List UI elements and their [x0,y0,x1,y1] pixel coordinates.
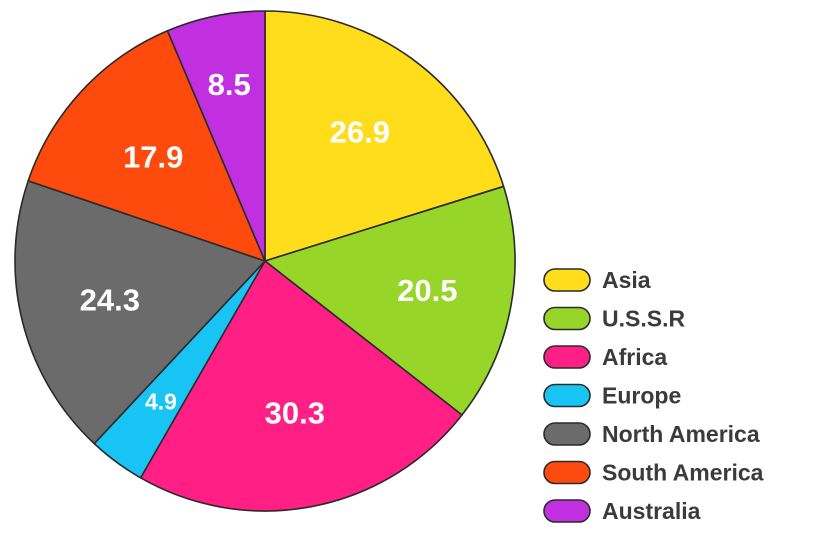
legend-label: Asia [602,267,651,293]
legend-item-europe: Europe [543,383,681,409]
legend-item-south-america: South America [543,460,764,486]
legend-swatch [543,499,591,523]
legend-swatch [543,306,591,331]
value-label-north-america: 24.3 [80,283,140,318]
pie-slice-australia [166,10,266,262]
legend-swatch [543,383,591,408]
pie-slice-north-america [14,180,266,445]
legend-swatch [543,460,591,485]
pie-slices [14,10,516,512]
legend-swatch [543,422,591,446]
legend-item-australia: Australia [543,498,701,524]
legend-label: Europe [602,383,681,409]
legend-label: Australia [602,498,701,524]
value-label-europe: 4.9 [145,389,177,415]
value-label-africa: 30.3 [265,396,325,431]
legend-label: U.S.S.R [602,306,685,332]
legend-label: South America [602,460,764,486]
value-label-asia: 26.9 [330,115,390,150]
pie-slice-asia [264,10,505,262]
pie-slice-south-america [27,29,266,262]
legend-label: North America [602,421,760,447]
legend-item-africa: Africa [543,344,667,370]
legend-item-u-s-s-r: U.S.S.R [543,306,685,332]
legend: Asia U.S.S.R Africa Europe North America Sout… [543,267,764,524]
value-label-south-america: 17.9 [123,140,183,175]
value-label-australia: 8.5 [208,67,251,102]
pie-value-labels: 26.9 20.5 30.3 4.9 24.3 17.9 8.5 [80,67,458,431]
value-label-u-s-s-r: 20.5 [397,273,457,308]
legend-item-north-america: North America [543,421,760,447]
legend-swatch [543,268,591,292]
legend-label: Africa [602,344,667,370]
pie-slice-u-s-s-r [264,185,516,416]
legend-swatch [543,345,591,369]
pie-slice-africa [139,260,463,512]
legend-item-asia: Asia [543,267,651,293]
